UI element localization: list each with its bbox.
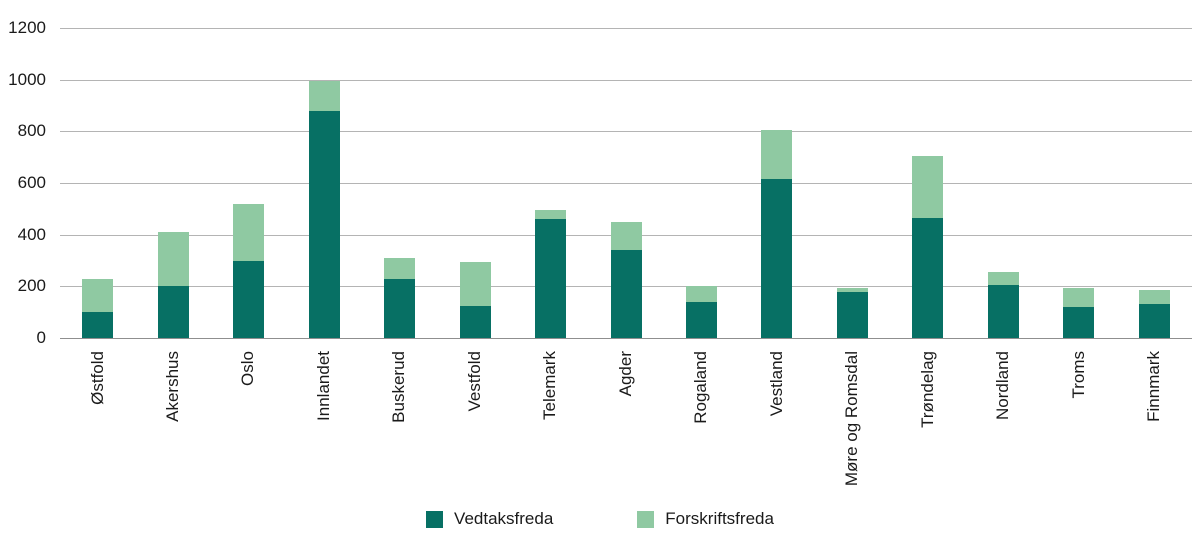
x-axis-label: Agder <box>615 351 635 397</box>
gridline <box>60 79 1192 81</box>
x-axis-cell: Innlandet <box>286 351 361 493</box>
bar-segment-vedtaksfreda <box>685 301 717 338</box>
bar-segment-forskriftsfreda <box>459 261 491 306</box>
x-axis-cell: Oslo <box>211 351 286 493</box>
bar-segment-forskriftsfreda <box>233 203 265 261</box>
y-tick-label: 200 <box>17 276 46 296</box>
x-axis-cell: Buskerud <box>362 351 437 493</box>
legend-swatch-vedtaksfreda <box>426 510 444 528</box>
bar-segment-vedtaksfreda <box>912 217 944 338</box>
legend-label-forskriftsfreda: Forskriftsfreda <box>665 509 774 528</box>
bar-segment-forskriftsfreda <box>610 221 642 251</box>
legend-label-vedtaksfreda: Vedtaksfreda <box>454 509 554 528</box>
x-axis-cell: Trøndelag <box>890 351 965 493</box>
plot-area <box>60 28 1192 339</box>
y-tick-label: 400 <box>17 224 46 244</box>
bar-segment-forskriftsfreda <box>912 155 944 218</box>
x-axis-cell: Nordland <box>966 351 1041 493</box>
bar-segment-vedtaksfreda <box>308 110 340 338</box>
x-axis-cell: Rogaland <box>664 351 739 493</box>
bar-segment-forskriftsfreda <box>1063 287 1095 307</box>
bar-segment-vedtaksfreda <box>1138 304 1170 338</box>
bar-segment-forskriftsfreda <box>82 278 114 313</box>
y-tick-label: 1000 <box>8 69 46 89</box>
bar-segment-vedtaksfreda <box>836 291 868 338</box>
legend: Vedtaksfreda Forskriftsfreda <box>0 509 1200 529</box>
x-axis-label: Østfold <box>87 351 107 405</box>
legend-item-forskriftsfreda: Forskriftsfreda <box>637 509 774 529</box>
gridline <box>60 131 1192 133</box>
x-axis-cell: Vestland <box>739 351 814 493</box>
x-axis-label: Oslo <box>238 351 258 386</box>
x-axis-label: Møre og Romsdal <box>842 351 862 487</box>
bar-segment-forskriftsfreda <box>1138 290 1170 305</box>
y-tick-label: 800 <box>17 121 46 141</box>
x-axis-cell: Finnmark <box>1117 351 1192 493</box>
bar-segment-vedtaksfreda <box>384 278 416 338</box>
legend-item-vedtaksfreda: Vedtaksfreda <box>426 509 553 529</box>
x-axis-label: Trøndelag <box>917 351 937 428</box>
bar-segment-vedtaksfreda <box>610 250 642 338</box>
x-axis-label: Akershus <box>163 351 182 422</box>
bar-segment-forskriftsfreda <box>987 272 1019 286</box>
bar-segment-forskriftsfreda <box>761 130 793 180</box>
x-axis-cell: Telemark <box>513 351 588 493</box>
bar-segment-vedtaksfreda <box>987 285 1019 338</box>
gridline <box>60 183 1192 184</box>
x-axis-label: Vestfold <box>464 351 484 412</box>
y-axis: 0 200 400 600 800 1000 1200 <box>0 18 46 347</box>
x-axis-label: Nordland <box>993 351 1013 420</box>
bar-segment-forskriftsfreda <box>157 232 189 287</box>
bar-segment-vedtaksfreda <box>761 179 793 338</box>
x-axis-cell: Møre og Romsdal <box>815 351 890 493</box>
x-axis-label: Innlandet <box>313 351 333 421</box>
bar-segment-forskriftsfreda <box>384 257 416 279</box>
x-axis-label: Telemark <box>540 351 560 420</box>
x-axis-line <box>60 338 1192 339</box>
y-tick-label: 0 <box>36 328 46 347</box>
x-axis-cell: Østfold <box>60 351 135 493</box>
bar-segment-vedtaksfreda <box>157 286 189 338</box>
x-axis-cell: Akershus <box>135 351 210 493</box>
bar-segment-forskriftsfreda <box>535 210 567 220</box>
bar-segment-forskriftsfreda <box>685 286 717 302</box>
y-tick-label: 1200 <box>8 18 46 37</box>
x-axis-label: Troms <box>1068 351 1088 399</box>
bar-segment-vedtaksfreda <box>82 312 114 338</box>
bar-segment-vedtaksfreda <box>535 219 567 338</box>
x-axis-cell: Vestfold <box>437 351 512 493</box>
x-axis-label: Buskerud <box>389 351 409 423</box>
bar-segment-vedtaksfreda <box>459 305 491 338</box>
x-axis-label: Finnmark <box>1144 351 1164 422</box>
x-axis-cell: Troms <box>1041 351 1116 493</box>
y-tick-label: 600 <box>17 173 46 192</box>
bar-segment-forskriftsfreda <box>836 287 868 292</box>
legend-swatch-forskriftsfreda <box>637 510 655 528</box>
x-axis: Østfold Akershus Oslo Innlandet Buskerud Vest… <box>60 351 1192 493</box>
x-axis-label: Rogaland <box>691 351 711 424</box>
bar-segment-forskriftsfreda <box>308 80 340 111</box>
x-axis-label: Vestland <box>766 351 786 417</box>
bar-segment-vedtaksfreda <box>233 260 265 338</box>
x-axis-cell: Agder <box>588 351 663 493</box>
bar-segment-vedtaksfreda <box>1063 307 1095 338</box>
gridline <box>60 28 1192 29</box>
